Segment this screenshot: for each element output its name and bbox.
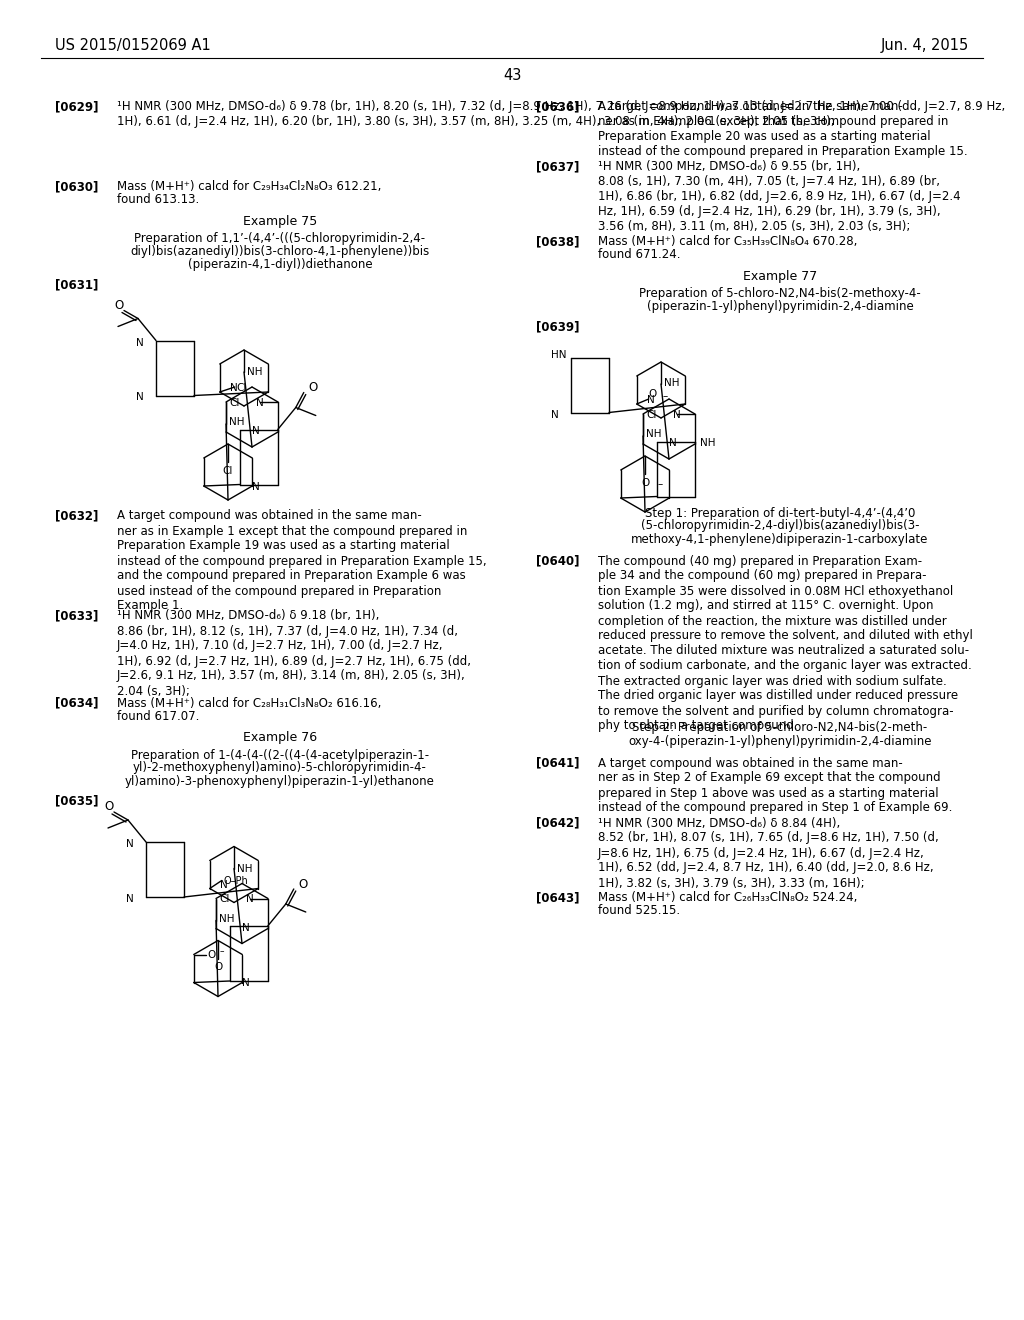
Text: Preparation of 5-chloro-N2,N4-bis(2-methoxy-4-: Preparation of 5-chloro-N2,N4-bis(2-meth… (639, 286, 921, 300)
Text: N: N (673, 411, 681, 420)
Text: [0629]: [0629] (55, 100, 98, 114)
Text: NH: NH (219, 913, 234, 924)
Text: –: – (663, 391, 668, 401)
Text: NH: NH (247, 367, 262, 378)
Text: O: O (208, 950, 216, 961)
Text: [0641]: [0641] (536, 756, 580, 770)
Text: yl)amino)-3-phenoxyphenyl)piperazin-1-yl)ethanone: yl)amino)-3-phenoxyphenyl)piperazin-1-yl… (125, 775, 435, 788)
Text: N: N (551, 409, 559, 420)
Text: [0631]: [0631] (55, 279, 98, 290)
Text: Example 76: Example 76 (243, 731, 317, 744)
Text: [0642]: [0642] (536, 817, 580, 829)
Text: O: O (649, 389, 657, 399)
Text: found 617.07.: found 617.07. (117, 710, 200, 722)
Text: Mass (M+H⁺) calcd for C₃₅H₃₉ClN₈O₄ 670.28,: Mass (M+H⁺) calcd for C₃₅H₃₉ClN₈O₄ 670.2… (598, 235, 857, 248)
Text: ¹H NMR (300 MHz, DMSO-d₆) δ 9.18 (br, 1H),
8.86 (br, 1H), 8.12 (s, 1H), 7.37 (d,: ¹H NMR (300 MHz, DMSO-d₆) δ 9.18 (br, 1H… (117, 610, 471, 697)
Text: [0637]: [0637] (536, 160, 580, 173)
Text: N: N (256, 399, 264, 408)
Text: oxy-4-(piperazin-1-yl)phenyl)pyrimidin-2,4-diamine: oxy-4-(piperazin-1-yl)phenyl)pyrimidin-2… (629, 734, 932, 747)
Text: Cl: Cl (223, 466, 233, 477)
Text: –: – (657, 479, 663, 488)
Text: [0643]: [0643] (536, 891, 580, 904)
Text: Preparation of 1-(4-(4-((2-((4-(4-acetylpiperazin-1-: Preparation of 1-(4-(4-((2-((4-(4-acetyl… (131, 748, 429, 762)
Text: O–Ph: O–Ph (224, 876, 249, 887)
Text: 43: 43 (503, 69, 521, 83)
Text: A target compound was obtained in the same man-
ner as in Step 2 of Example 69 e: A target compound was obtained in the sa… (598, 756, 952, 814)
Text: N: N (136, 392, 144, 403)
Text: yl)-2-methoxyphenyl)amino)-5-chloropyrimidin-4-: yl)-2-methoxyphenyl)amino)-5-chloropyrim… (133, 762, 427, 775)
Text: Mass (M+H⁺) calcd for C₂₆H₃₃ClN₈O₂ 524.24,: Mass (M+H⁺) calcd for C₂₆H₃₃ClN₈O₂ 524.2… (598, 891, 857, 904)
Text: A target compound was obtained in the same man-
ner as in Example 1 except that : A target compound was obtained in the sa… (598, 100, 968, 158)
Text: Step 2: Preparation of 5-chloro-N2,N4-bis(2-meth-: Step 2: Preparation of 5-chloro-N2,N4-bi… (633, 722, 928, 734)
Text: Step 1: Preparation of di-tert-butyl-4,4’-(4,4’0: Step 1: Preparation of di-tert-butyl-4,4… (645, 507, 915, 520)
Text: [0633]: [0633] (55, 610, 98, 623)
Text: N: N (220, 879, 228, 890)
Text: (5-chloropyrimidin-2,4-diyl)bis(azanediyl)bis(3-: (5-chloropyrimidin-2,4-diyl)bis(azanediy… (641, 520, 920, 532)
Text: methoxy-4,1-phenylene)dipiperazin-1-carboxylate: methoxy-4,1-phenylene)dipiperazin-1-carb… (632, 532, 929, 545)
Text: –: – (220, 946, 224, 956)
Text: (piperazin-1-yl)phenyl)pyrimidin-2,4-diamine: (piperazin-1-yl)phenyl)pyrimidin-2,4-dia… (646, 300, 913, 313)
Text: Cl: Cl (646, 411, 657, 420)
Text: NH: NH (237, 863, 253, 874)
Text: [0636]: [0636] (536, 100, 580, 114)
Text: HN: HN (551, 350, 566, 359)
Text: N: N (252, 426, 259, 437)
Text: [0638]: [0638] (536, 235, 580, 248)
Text: Cl: Cl (237, 383, 247, 393)
Text: [0630]: [0630] (55, 180, 98, 193)
Text: O: O (214, 962, 222, 973)
Text: O: O (115, 300, 124, 312)
Text: O: O (309, 381, 318, 393)
Text: N: N (246, 895, 254, 904)
Text: O: O (104, 800, 114, 813)
Text: N: N (126, 840, 134, 849)
Text: [0640]: [0640] (536, 554, 580, 568)
Text: N: N (126, 894, 134, 904)
Text: found 525.15.: found 525.15. (598, 904, 680, 917)
Text: ¹H NMR (300 MHz, DMSO-d₆) δ 9.78 (br, 1H), 8.20 (s, 1H), 7.32 (d, J=8.9 Hz, 1H),: ¹H NMR (300 MHz, DMSO-d₆) δ 9.78 (br, 1H… (117, 100, 1006, 128)
Text: ¹H NMR (300 MHz, DMSO-d₆) δ 8.84 (4H),
8.52 (br, 1H), 8.07 (s, 1H), 7.65 (d, J=8: ¹H NMR (300 MHz, DMSO-d₆) δ 8.84 (4H), 8… (598, 817, 939, 890)
Text: Cl: Cl (229, 399, 240, 408)
Text: (piperazin-4,1-diyl))diethanone: (piperazin-4,1-diyl))diethanone (187, 257, 373, 271)
Text: found 671.24.: found 671.24. (598, 248, 681, 261)
Text: diyl)bis(azanediyl))bis(3-chloro-4,1-phenylene))bis: diyl)bis(azanediyl))bis(3-chloro-4,1-phe… (130, 246, 430, 257)
Text: Example 77: Example 77 (742, 271, 817, 282)
Text: Preparation of 1,1’-(4,4’-(((5-chloropyrimidin-2,4-: Preparation of 1,1’-(4,4’-(((5-chloropyr… (134, 232, 426, 246)
Text: NH: NH (646, 429, 662, 440)
Text: N: N (252, 482, 259, 491)
Text: US 2015/0152069 A1: US 2015/0152069 A1 (55, 38, 211, 53)
Text: N: N (242, 978, 250, 987)
Text: O: O (299, 878, 308, 891)
Text: [0639]: [0639] (536, 319, 580, 333)
Text: A target compound was obtained in the same man-
ner as in Example 1 except that : A target compound was obtained in the sa… (117, 510, 486, 612)
Text: [0634]: [0634] (55, 697, 98, 710)
Text: NH: NH (664, 378, 680, 388)
Text: N: N (669, 438, 677, 449)
Text: Cl: Cl (219, 895, 230, 904)
Text: N: N (230, 383, 238, 393)
Text: Example 75: Example 75 (243, 215, 317, 228)
Text: Mass (M+H⁺) calcd for C₂₈H₃₁Cl₃N₈O₂ 616.16,: Mass (M+H⁺) calcd for C₂₈H₃₁Cl₃N₈O₂ 616.… (117, 697, 381, 710)
Text: found 613.13.: found 613.13. (117, 193, 200, 206)
Text: N: N (136, 338, 144, 347)
Text: [0632]: [0632] (55, 510, 98, 523)
Text: [0635]: [0635] (55, 795, 98, 808)
Text: The compound (40 mg) prepared in Preparation Exam-
ple 34 and the compound (60 m: The compound (40 mg) prepared in Prepara… (598, 554, 973, 733)
Text: NH: NH (699, 438, 716, 449)
Text: NH: NH (229, 417, 245, 426)
Text: O: O (641, 478, 649, 488)
Text: ¹H NMR (300 MHz, DMSO-d₆) δ 9.55 (br, 1H),
8.08 (s, 1H), 7.30 (m, 4H), 7.05 (t, : ¹H NMR (300 MHz, DMSO-d₆) δ 9.55 (br, 1H… (598, 160, 961, 234)
Text: N: N (242, 923, 250, 933)
Text: Mass (M+H⁺) calcd for C₂₉H₃₄Cl₂N₈O₃ 612.21,: Mass (M+H⁺) calcd for C₂₉H₃₄Cl₂N₈O₃ 612.… (117, 180, 381, 193)
Text: Jun. 4, 2015: Jun. 4, 2015 (881, 38, 969, 53)
Text: N: N (647, 395, 655, 405)
